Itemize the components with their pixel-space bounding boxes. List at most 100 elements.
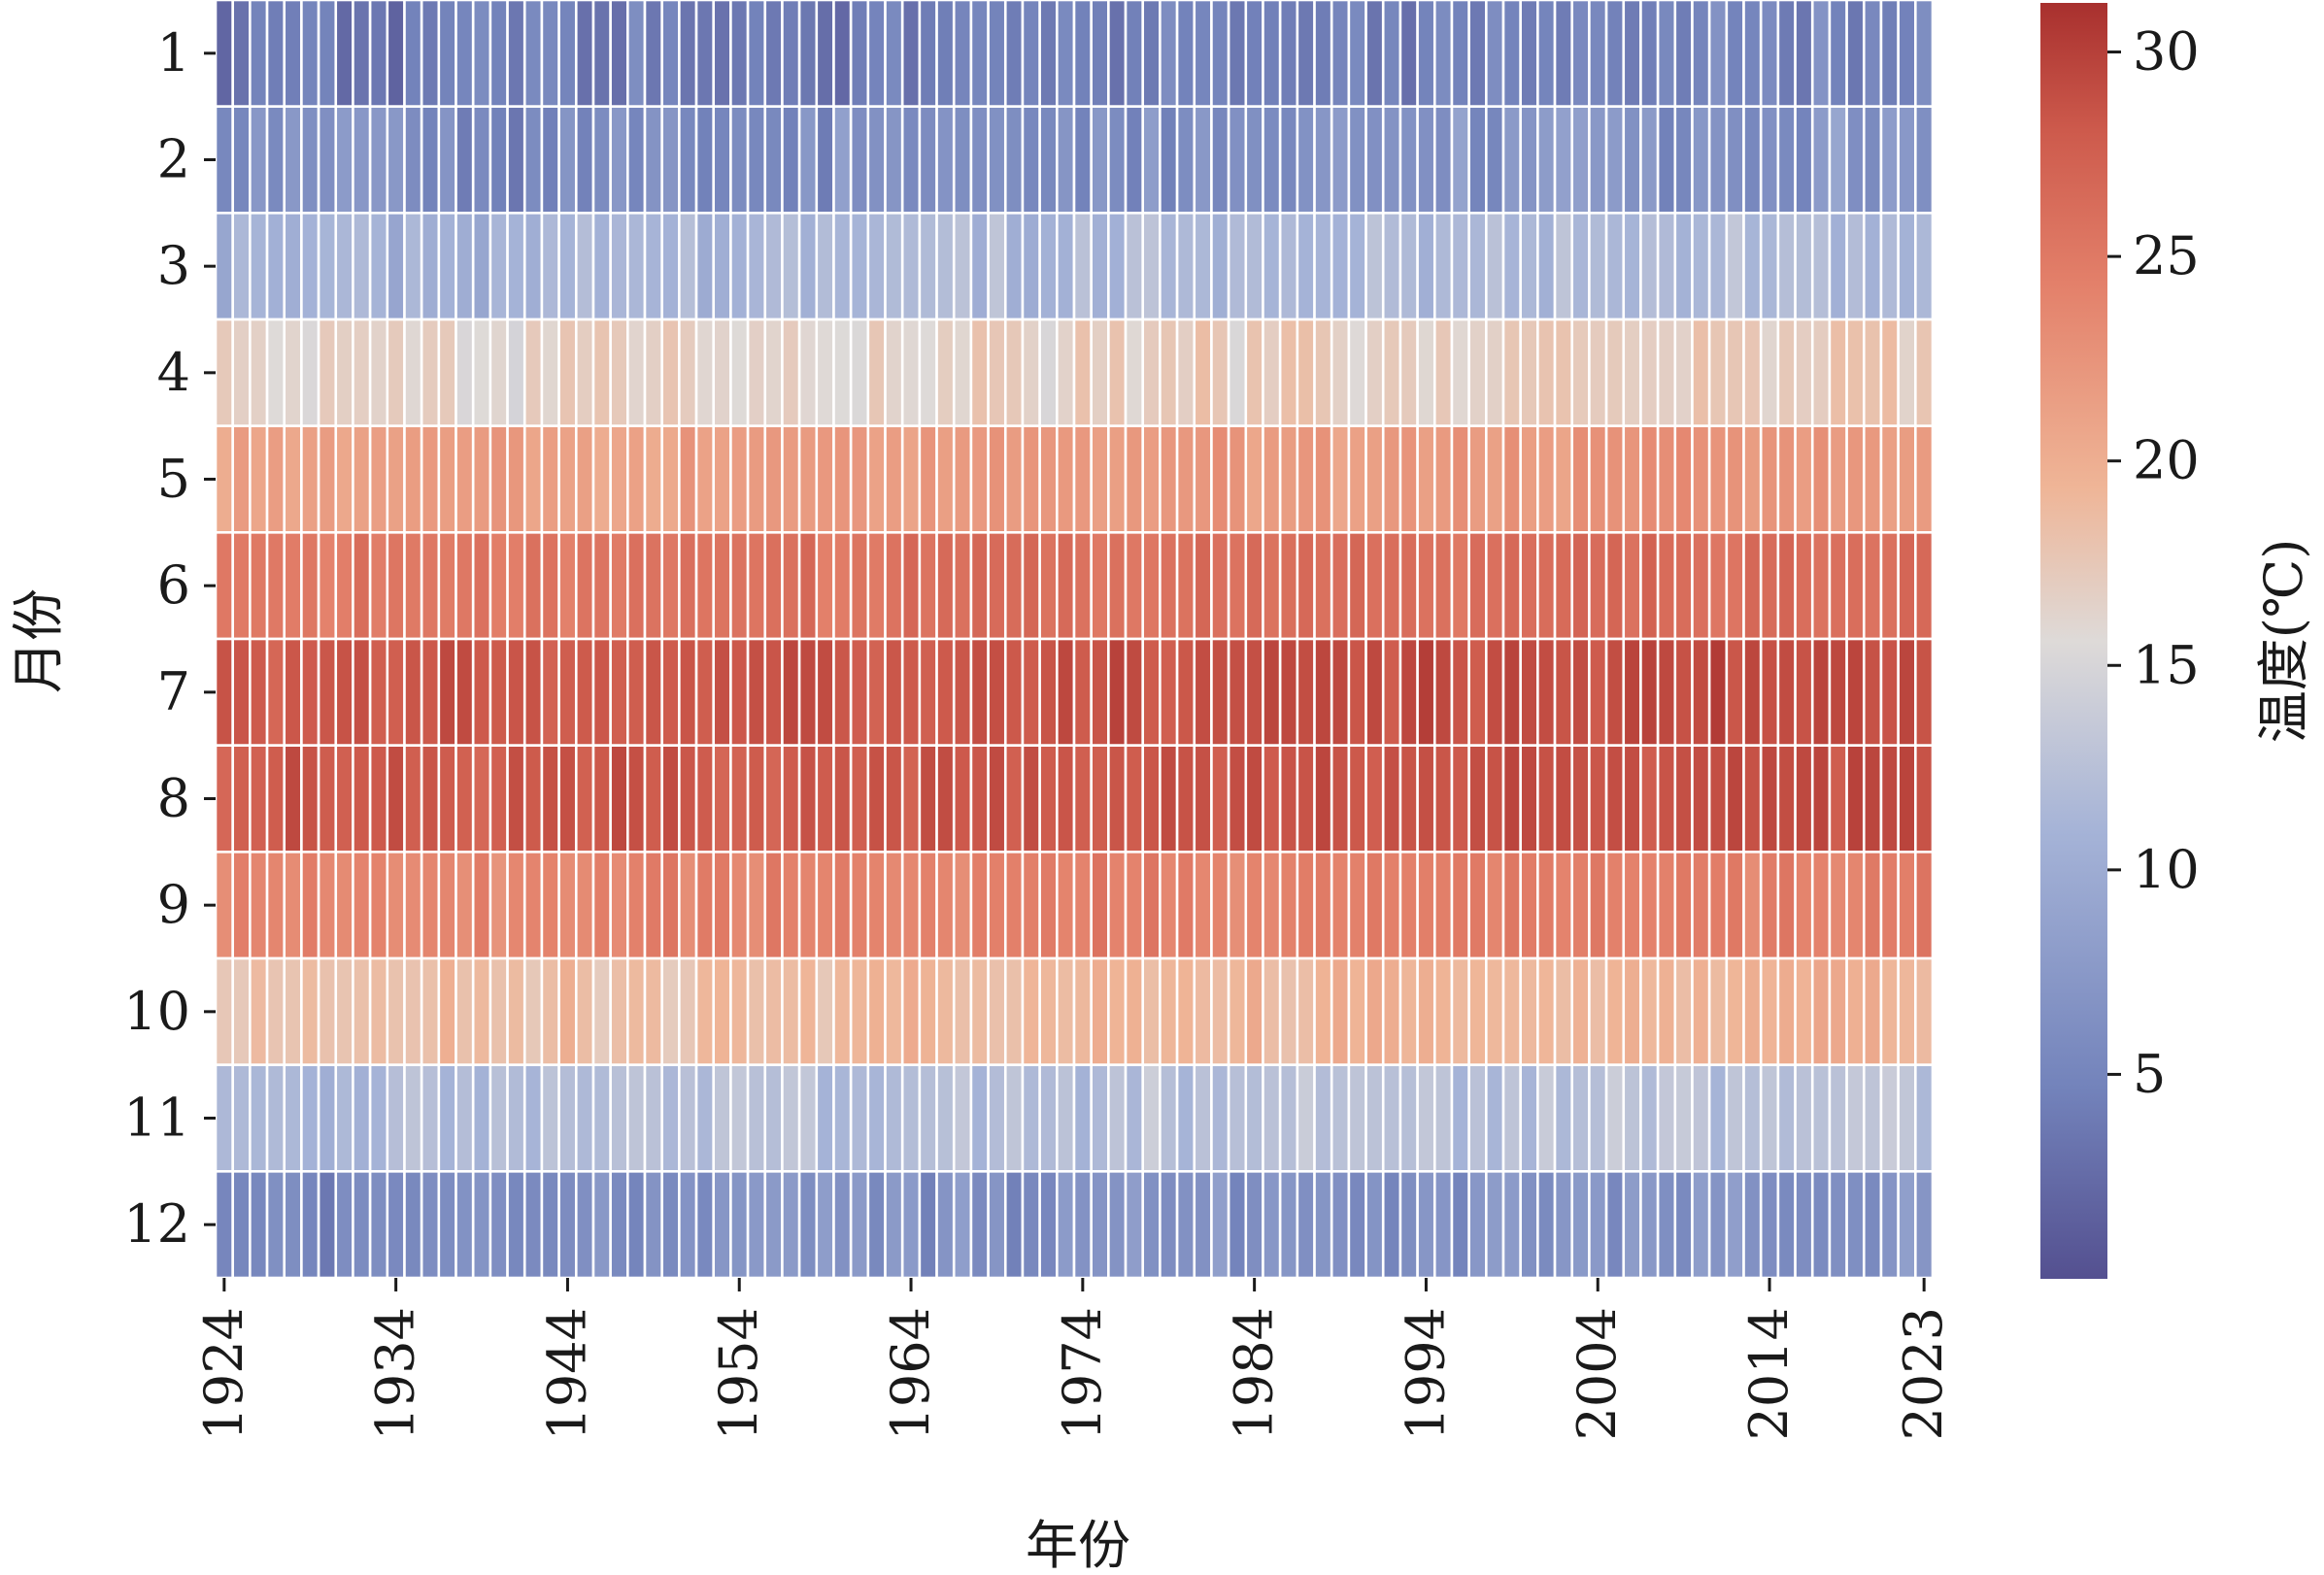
- heatmap-cell: [609, 212, 629, 321]
- heatmap-cell: [214, 956, 234, 1066]
- heatmap-cell: [1330, 531, 1351, 641]
- heatmap-cell: [1398, 1170, 1419, 1280]
- heatmap-cell: [729, 1063, 750, 1173]
- heatmap-cell: [1278, 318, 1299, 427]
- heatmap-cell: [815, 1170, 835, 1280]
- heatmap-cell: [1038, 0, 1059, 108]
- heatmap-cell: [1691, 851, 1711, 960]
- heatmap-cell: [317, 637, 338, 747]
- heatmap-cell: [1691, 1063, 1711, 1173]
- heatmap-cell: [386, 956, 406, 1066]
- heatmap-cell: [1776, 851, 1797, 960]
- heatmap-cell: [1330, 318, 1351, 427]
- heatmap-cell: [1742, 531, 1763, 641]
- heatmap-cell: [488, 531, 509, 641]
- heatmap-cell: [591, 424, 612, 534]
- heatmap-cell: [574, 744, 595, 854]
- heatmap-cell: [1090, 1063, 1110, 1173]
- heatmap-cell: [1159, 105, 1179, 215]
- heatmap-cell: [231, 744, 252, 854]
- heatmap-cell: [884, 637, 904, 747]
- heatmap-cell: [300, 318, 320, 427]
- heatmap-cell: [591, 1063, 612, 1173]
- heatmap-cell: [935, 1170, 956, 1280]
- heatmap-cell: [540, 105, 560, 215]
- heatmap-cell: [1536, 1170, 1557, 1280]
- heatmap-cell: [471, 531, 492, 641]
- heatmap-cell: [1673, 424, 1694, 534]
- heatmap-cell: [1227, 424, 1248, 534]
- heatmap-cell: [746, 1063, 767, 1173]
- heatmap-cell: [1622, 212, 1642, 321]
- heatmap-cell: [214, 744, 234, 854]
- heatmap-cell: [763, 744, 784, 854]
- heatmap-cell: [1381, 956, 1402, 1066]
- heatmap-cell: [1159, 424, 1179, 534]
- heatmap-cell: [849, 1063, 870, 1173]
- heatmap-cell: [1519, 956, 1539, 1066]
- heatmap-cell: [1862, 424, 1883, 534]
- heatmap-cell: [626, 105, 647, 215]
- heatmap-cell: [455, 105, 475, 215]
- heatmap-cell: [935, 851, 956, 960]
- heatmap-cell: [969, 1063, 990, 1173]
- heatmap-cell: [1193, 851, 1213, 960]
- heatmap-cell: [283, 424, 303, 534]
- x-tick-label: 1954: [708, 1307, 769, 1440]
- heatmap-cell: [1810, 424, 1832, 534]
- heatmap-cell: [1038, 531, 1059, 641]
- heatmap-cell: [1776, 637, 1797, 747]
- heatmap-cell: [1072, 1063, 1093, 1173]
- heatmap-cell: [1450, 956, 1470, 1066]
- heatmap-cell: [763, 105, 784, 215]
- heatmap-cell: [1159, 956, 1179, 1066]
- heatmap-cell: [1296, 637, 1316, 747]
- heatmap-cell: [1021, 637, 1041, 747]
- heatmap-cell: [1639, 0, 1660, 108]
- heatmap-cell: [1725, 744, 1745, 854]
- heatmap-cell: [678, 212, 698, 321]
- heatmap-cell: [1227, 531, 1248, 641]
- heatmap-cell: [1467, 637, 1488, 747]
- heatmap-cell: [1056, 637, 1076, 747]
- heatmap-cell: [1553, 851, 1574, 960]
- heatmap-cell: [1330, 637, 1351, 747]
- heatmap-cell: [557, 851, 578, 960]
- heatmap-cell: [506, 851, 526, 960]
- heatmap-cell: [249, 1063, 269, 1173]
- heatmap-cell: [987, 637, 1007, 747]
- heatmap-cell: [1810, 851, 1832, 960]
- heatmap-cell: [1794, 956, 1814, 1066]
- heatmap-cell: [1330, 105, 1351, 215]
- heatmap-cell: [1175, 424, 1196, 534]
- heatmap-cell: [1090, 105, 1110, 215]
- heatmap-cell: [1810, 956, 1832, 1066]
- heatmap-cell: [849, 956, 870, 1066]
- heatmap-cell: [1485, 1063, 1505, 1173]
- heatmap-cell: [317, 1063, 338, 1173]
- heatmap-cell: [712, 318, 732, 427]
- heatmap-cell: [987, 424, 1007, 534]
- x-tick-label: 1974: [1052, 1307, 1113, 1440]
- colorbar-tick-label: 5: [2133, 1043, 2166, 1104]
- heatmap-cell: [1553, 105, 1574, 215]
- heatmap-cell: [1278, 637, 1299, 747]
- heatmap-cell: [1072, 0, 1093, 108]
- y-tick-label: 12: [123, 1193, 190, 1255]
- heatmap-cell: [1845, 956, 1866, 1066]
- heatmap-cell: [1141, 318, 1162, 427]
- heatmap-cell: [1776, 318, 1797, 427]
- heatmap-cell: [1914, 424, 1935, 534]
- heatmap-cell: [265, 105, 286, 215]
- heatmap-cell: [1794, 105, 1814, 215]
- heatmap-cell: [712, 424, 732, 534]
- heatmap-cell: [352, 318, 372, 427]
- heatmap-cell: [1038, 318, 1059, 427]
- heatmap-cell: [729, 0, 750, 108]
- heatmap-cell: [729, 637, 750, 747]
- heatmap-cell: [1588, 318, 1608, 427]
- heatmap-cell: [746, 744, 767, 854]
- heatmap-cell: [249, 105, 269, 215]
- heatmap-cell: [1262, 956, 1282, 1066]
- heatmap-cell: [815, 105, 835, 215]
